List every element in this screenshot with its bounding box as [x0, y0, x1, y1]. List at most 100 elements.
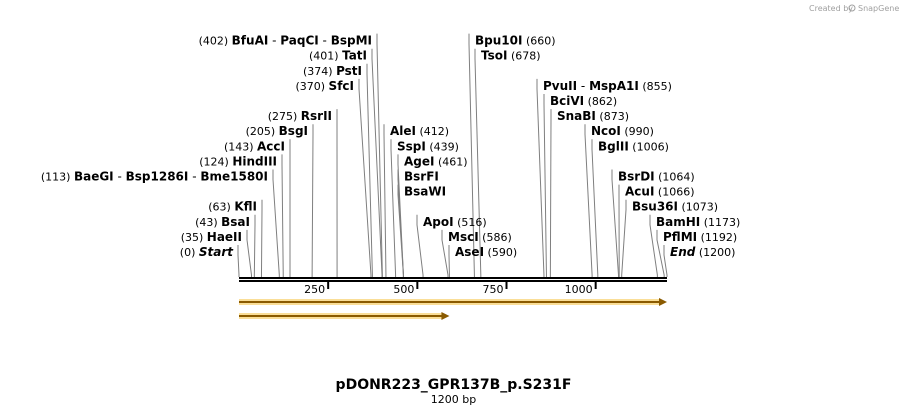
cut-site-label: PvuII - MspA1I (855) [543, 79, 672, 93]
cut-site-label: (374) PstI [303, 64, 362, 78]
cut-site-label: BglII (1006) [598, 139, 669, 153]
connector-line [591, 139, 599, 277]
snapgene-logo-icon [848, 4, 856, 12]
cut-site-sfci: (370) SfcI [295, 79, 354, 93]
cut-site-kfli: (63) KflI [208, 200, 257, 214]
cut-site-label: (43) BsaI [195, 215, 250, 229]
cut-site-label: ApoI (516) [423, 215, 487, 229]
connector-line [474, 48, 482, 277]
cut-site-label: NcoI (990) [591, 124, 654, 138]
connector-line [397, 184, 404, 277]
cut-site-bsrdi: BsrDI (1064) [618, 170, 695, 184]
cut-site-haeii: (35) HaeII [181, 230, 242, 244]
cut-site-acci: (143) AccI [224, 139, 285, 153]
axis-ticks: 250 500 750 1000 [304, 282, 597, 296]
cut-site-bpu10i: Bpu10I (660) [475, 34, 556, 48]
connector-line [656, 229, 665, 277]
cut-site-label: SnaBI (873) [557, 109, 629, 123]
map-title: pDONR223_GPR137B_p.S231F [336, 377, 572, 393]
connector-line [549, 109, 552, 277]
axis-tick-label-1000: 1000 [565, 283, 593, 296]
connector-line [366, 63, 373, 277]
cut-site-label: (63) KflI [208, 200, 257, 214]
cut-site-baegi: (113) BaeGI - Bsp1286I - Bme1580I [41, 170, 268, 184]
connector-line [376, 33, 383, 277]
axis-tick-label-750: 750 [483, 283, 504, 296]
cut-site-bsai: (43) BsaI [195, 215, 250, 229]
cut-site-label: (370) SfcI [295, 79, 354, 93]
map-length: 1200 bp [431, 393, 476, 406]
connector-line [246, 229, 252, 277]
connector-line [383, 124, 387, 277]
cut-site-label: AcuI (1066) [625, 185, 695, 199]
cut-site-label: (113) BaeGI - Bsp1286I - Bme1580I [41, 170, 268, 184]
cut-site-label: BsrDI (1064) [618, 170, 695, 184]
cut-site-psti: (374) PstI [303, 64, 362, 78]
cut-site-bsu36i: Bsu36I (1073) [632, 200, 718, 214]
cut-site-apoi: ApoI (516) [423, 215, 487, 229]
cut-site-label: (124) HindIII [199, 154, 277, 168]
feature-arrowhead [441, 312, 450, 320]
connector-line [543, 94, 547, 277]
cut-site-ncoi: NcoI (990) [591, 124, 654, 138]
cut-site-msci: MscI (586) [448, 230, 512, 244]
cut-site-label: (205) BsgI [246, 124, 308, 138]
connector-line [649, 214, 658, 277]
cut-site-label: (35) HaeII [181, 230, 242, 244]
cut-site-hindiii: (124) HindIII [199, 154, 277, 168]
cut-site-tsoi: TsoI (678) [481, 49, 541, 63]
credit-brand: SnapGene [858, 4, 899, 13]
cut-site-label: SspI (439) [397, 139, 459, 153]
connector-line [237, 245, 240, 277]
cut-site-label: (0) Start [180, 245, 234, 259]
sequence-backbone [239, 277, 667, 282]
cut-site-asei: AseI (590) [455, 245, 517, 259]
axis-tick-label-500: 500 [393, 283, 414, 296]
cut-site-bcivi: BciVI (862) [550, 94, 617, 108]
connector-line [371, 48, 383, 277]
connector-line [621, 199, 627, 277]
cut-site-pflmi: PflMI (1192) [663, 230, 737, 244]
connector-line [390, 139, 397, 277]
cut-site-label: Bpu10I (660) [475, 34, 556, 48]
connector-line [416, 214, 424, 277]
feature-arrow-1 [239, 298, 667, 306]
axis-tick-label-250: 250 [304, 283, 325, 296]
cut-site-label: (402) BfuAI - PaqCI - BspMI [199, 34, 372, 48]
connector-line [253, 214, 256, 277]
cut-site-label: BsaWI [404, 185, 446, 199]
cut-site-snabi: SnaBI (873) [557, 109, 629, 123]
cut-site-label: PflMI (1192) [663, 230, 737, 244]
cut-site-label: BsrFI [404, 170, 439, 184]
connector-line [468, 33, 475, 277]
cut-site-label: AseI (590) [455, 245, 517, 259]
cut-site-label: Bsu36I (1073) [632, 200, 718, 214]
cut-site-bglii: BglII (1006) [598, 139, 669, 153]
cut-site-alei: AleI (412) [390, 124, 449, 138]
cut-site-bsrfi: BsrFI [404, 170, 439, 184]
connector-line [311, 124, 314, 277]
cut-site-sspi: SspI (439) [397, 139, 459, 153]
cut-site-start: (0) Start [180, 245, 234, 259]
cut-site-connectors [237, 33, 668, 277]
connector-line [536, 78, 545, 277]
cut-site-label: BamHI (1173) [656, 215, 740, 229]
cut-site-bsawi: BsaWI [404, 185, 446, 199]
cut-site-bfuai: (402) BfuAI - PaqCI - BspMI [199, 34, 372, 48]
cut-site-pvuii: PvuII - MspA1I (855) [543, 79, 672, 93]
cut-site-labels: (402) BfuAI - PaqCI - BspMI(401) TatI(37… [41, 34, 740, 259]
cut-site-end: End (1200) [670, 245, 735, 259]
cut-site-agei: AgeI (461) [404, 154, 468, 168]
credit-prefix: Created by [809, 4, 853, 13]
cut-site-label: (275) RsrII [268, 109, 332, 123]
cut-site-label: BciVI (862) [550, 94, 617, 108]
connector-line [663, 245, 668, 277]
cut-site-label: End (1200) [670, 245, 735, 259]
cut-site-label: AleI (412) [390, 124, 449, 138]
connector-line [441, 229, 449, 277]
cut-site-tati: (401) TatI [309, 49, 367, 63]
cut-site-label: (401) TatI [309, 49, 367, 63]
snapgene-credit: Created by SnapGene [809, 4, 899, 13]
cut-site-label: AgeI (461) [404, 154, 468, 168]
